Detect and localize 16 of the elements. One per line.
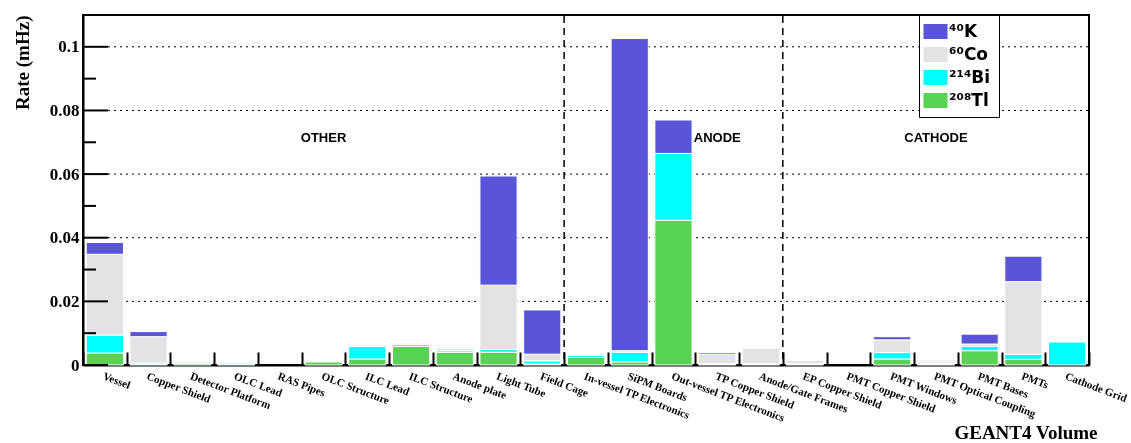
y-tick-label: 0.1 (58, 37, 80, 57)
x-axis-title: GEANT4 Volume (954, 421, 1098, 443)
y-tick-label: 0.08 (49, 100, 80, 120)
annotation: ANODE (693, 129, 742, 145)
y-tick-label: 0.02 (49, 291, 80, 311)
x-tick-label: Vessel (101, 369, 133, 391)
legend-label: ²¹⁴Bi (949, 66, 991, 87)
y-tick-label: 0.06 (49, 164, 80, 184)
legend-label: ²⁰⁸Tl (949, 89, 989, 110)
annotation: CATHODE (904, 129, 968, 145)
y-tick-label: 0.04 (49, 228, 80, 248)
y-tick-label: 0 (71, 355, 80, 375)
y-axis-title: Rate (mHz) (11, 15, 34, 110)
legend-label: ⁶⁰Co (949, 43, 989, 64)
annotation: OTHER (300, 129, 347, 145)
legend-label: ⁴⁰K (949, 20, 978, 41)
